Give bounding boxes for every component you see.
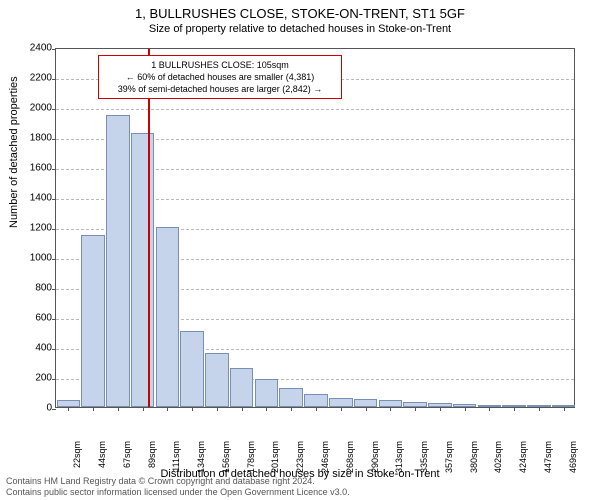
y-axis-label: Number of detached properties (8, 76, 20, 228)
ytick-label: 400 (12, 343, 52, 354)
xtick-mark (68, 407, 69, 411)
xtick-mark (539, 407, 540, 411)
xtick-mark (291, 407, 292, 411)
histogram-bar (230, 368, 254, 407)
ytick-mark (52, 229, 56, 230)
histogram-bar (156, 227, 180, 407)
histogram-bar (57, 400, 81, 408)
ytick-label: 1600 (12, 163, 52, 174)
ytick-mark (52, 259, 56, 260)
info-box-line: 1 BULLRUSHES CLOSE: 105sqm (105, 59, 335, 71)
ytick-mark (52, 169, 56, 170)
ytick-label: 1400 (12, 193, 52, 204)
histogram-bar (131, 133, 155, 408)
ytick-label: 1800 (12, 133, 52, 144)
xtick-mark (366, 407, 367, 411)
ytick-label: 1200 (12, 223, 52, 234)
histogram-bar (279, 388, 303, 408)
ytick-mark (52, 289, 56, 290)
plot-region: 22sqm44sqm67sqm89sqm111sqm134sqm156sqm17… (55, 48, 575, 408)
histogram-bar (180, 331, 204, 408)
chart-area: 22sqm44sqm67sqm89sqm111sqm134sqm156sqm17… (55, 48, 575, 408)
xtick-mark (167, 407, 168, 411)
ytick-mark (52, 199, 56, 200)
ytick-mark (52, 349, 56, 350)
ytick-mark (52, 319, 56, 320)
histogram-bar (304, 394, 328, 408)
footer-attribution: Contains HM Land Registry data © Crown c… (6, 476, 350, 498)
xtick-mark (440, 407, 441, 411)
xtick-mark (316, 407, 317, 411)
info-box-line: ← 60% of detached houses are smaller (4,… (105, 71, 335, 83)
xtick-mark (390, 407, 391, 411)
ytick-mark (52, 379, 56, 380)
xtick-mark (93, 407, 94, 411)
histogram-bar (354, 399, 378, 407)
marker-line (148, 49, 150, 407)
xtick-mark (143, 407, 144, 411)
histogram-bar (379, 400, 403, 407)
xtick-mark (489, 407, 490, 411)
xtick-mark (415, 407, 416, 411)
chart-title-main: 1, BULLRUSHES CLOSE, STOKE-ON-TRENT, ST1… (0, 0, 600, 21)
ytick-mark (52, 139, 56, 140)
footer-line-1: Contains HM Land Registry data © Crown c… (6, 476, 350, 487)
xtick-mark (192, 407, 193, 411)
xtick-mark (217, 407, 218, 411)
ytick-label: 1000 (12, 253, 52, 264)
ytick-mark (52, 109, 56, 110)
xtick-mark (266, 407, 267, 411)
footer-line-2: Contains public sector information licen… (6, 487, 350, 498)
histogram-bar (329, 398, 353, 407)
ytick-mark (52, 79, 56, 80)
xtick-mark (242, 407, 243, 411)
ytick-mark (52, 49, 56, 50)
ytick-label: 2200 (12, 73, 52, 84)
ytick-label: 600 (12, 313, 52, 324)
ytick-label: 2400 (12, 43, 52, 54)
histogram-bar (106, 115, 130, 408)
histogram-bar (205, 353, 229, 407)
info-box: 1 BULLRUSHES CLOSE: 105sqm← 60% of detac… (98, 55, 342, 99)
ytick-label: 200 (12, 373, 52, 384)
gridline (56, 109, 574, 110)
ytick-label: 0 (12, 403, 52, 414)
histogram-bar (255, 379, 279, 408)
xtick-mark (514, 407, 515, 411)
xtick-mark (564, 407, 565, 411)
xtick-mark (118, 407, 119, 411)
chart-title-sub: Size of property relative to detached ho… (0, 21, 600, 35)
ytick-label: 2000 (12, 103, 52, 114)
info-box-line: 39% of semi-detached houses are larger (… (105, 83, 335, 95)
xtick-mark (465, 407, 466, 411)
xtick-mark (341, 407, 342, 411)
ytick-mark (52, 409, 56, 410)
histogram-bar (81, 235, 105, 408)
ytick-label: 800 (12, 283, 52, 294)
